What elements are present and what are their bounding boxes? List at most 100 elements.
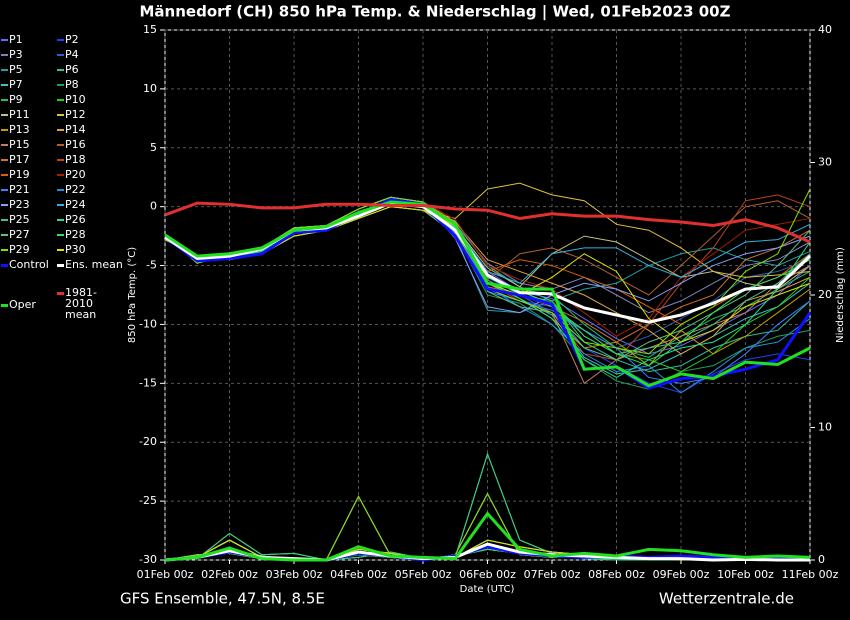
precip-line	[164, 492, 811, 561]
legend-label: P29	[9, 243, 30, 256]
legend-label: P13	[9, 123, 30, 136]
legend-entry: P16	[57, 139, 123, 150]
y-tick-label: -15	[139, 376, 157, 389]
legend-swatch	[57, 234, 64, 236]
x-tick-label: 01Feb 00z	[137, 568, 194, 581]
legend-entry: P1	[1, 33, 67, 46]
x-tick-label: 06Feb 00z	[459, 568, 516, 581]
legend-label: P5	[9, 63, 23, 76]
legend-label: P30	[65, 243, 86, 256]
y-tick-label: -30	[139, 553, 157, 566]
y2-tick-label: 0	[818, 553, 825, 566]
legend-swatch	[1, 39, 8, 41]
legend-label: P25	[9, 213, 30, 226]
legend-swatch	[1, 204, 8, 206]
legend-entry: P23	[1, 198, 67, 211]
legend-entry: P28	[57, 229, 123, 240]
legend-label: P6	[65, 63, 79, 76]
legend-entry: P18	[57, 153, 123, 166]
legend-label: P18	[65, 153, 86, 166]
legend-entry: P5	[1, 63, 67, 76]
legend-label: P12	[65, 108, 86, 121]
legend-label: P9	[9, 93, 23, 106]
x-tick-label: 05Feb 00z	[395, 568, 452, 581]
y-tick-label: -5	[146, 259, 157, 272]
legend-entry: P2	[57, 33, 123, 46]
legend-label: P22	[65, 183, 86, 196]
legend-label: Ens. mean	[65, 258, 123, 271]
precip-line	[164, 492, 811, 561]
legend-label: P8	[65, 78, 79, 91]
legend-swatch	[1, 249, 8, 251]
legend-label: P3	[9, 48, 23, 61]
legend-label: P23	[9, 198, 30, 211]
legend-entry: P8	[57, 78, 123, 91]
legend-entry: P3	[1, 48, 67, 61]
y2-tick-label: 20	[818, 288, 832, 301]
legend-swatch	[57, 129, 64, 131]
legend-entry: P17	[1, 153, 67, 166]
legend-label: P2	[65, 33, 79, 46]
y-tick-label: -10	[139, 317, 157, 330]
legend-entry: P20	[57, 168, 123, 181]
legend-label: P7	[9, 78, 23, 91]
legend-label: P21	[9, 183, 30, 196]
legend-label: P17	[9, 153, 30, 166]
legend-label: P1	[9, 33, 23, 46]
legend-label: P10	[65, 93, 86, 106]
x-tick-label: 08Feb 00z	[588, 568, 645, 581]
legend-entry: 1981-2010 mean	[57, 287, 117, 320]
legend-swatch	[57, 264, 64, 267]
x-axis-label: Date (UTC)	[460, 584, 515, 595]
legend-swatch	[57, 144, 64, 146]
legend-swatch	[1, 189, 8, 191]
legend-swatch	[1, 174, 8, 176]
legend-entry: Control	[1, 258, 67, 271]
legend-label: P15	[9, 138, 30, 151]
legend-label: P19	[9, 168, 30, 181]
legend-label: P4	[65, 48, 79, 61]
y-tick-label: -20	[139, 435, 157, 448]
legend-entry: P30	[57, 243, 123, 256]
legend-swatch	[1, 304, 8, 307]
legend-swatch	[1, 234, 8, 236]
y-tick-label: 10	[143, 82, 157, 95]
legend-swatch	[57, 54, 64, 56]
legend-swatch	[1, 54, 8, 56]
y-tick-label: -25	[139, 494, 157, 507]
y-axis-label: 850 hPa Temp. (°C)	[127, 247, 138, 343]
legend-swatch	[1, 84, 8, 86]
x-tick-label: 07Feb 00z	[524, 568, 581, 581]
legend-entry: P10	[57, 93, 123, 106]
y2-tick-label: 40	[818, 23, 832, 36]
legend-swatch	[57, 114, 64, 116]
y-tick-label: 5	[150, 141, 157, 154]
legend-swatch	[57, 69, 64, 71]
chart-title: Männedorf (CH) 850 hPa Temp. & Niedersch…	[140, 3, 731, 22]
legend-entry: P9	[1, 93, 67, 106]
legend-entry: P13	[1, 123, 67, 136]
legend-entry: Ens. mean	[57, 258, 123, 271]
y-tick-label: 15	[143, 23, 157, 36]
legend-swatch	[1, 219, 8, 221]
legend-swatch	[1, 159, 8, 161]
legend-label: P24	[65, 198, 86, 211]
legend-entry: P6	[57, 63, 123, 76]
legend-entry: P14	[57, 124, 123, 135]
legend-entry: P15	[1, 138, 67, 151]
legend-entry: P26	[57, 214, 123, 225]
legend-swatch	[57, 174, 64, 176]
footer-left: GFS Ensemble, 47.5N, 8.5E	[120, 590, 325, 608]
legend-label: P20	[65, 168, 86, 181]
legend-label: Control	[9, 258, 49, 271]
legend-swatch	[57, 204, 64, 206]
footer-right: Wetterzentrale.de	[659, 590, 794, 608]
x-tick-label: 03Feb 00z	[266, 568, 323, 581]
precip-line	[164, 511, 811, 562]
y2-tick-label: 30	[818, 156, 832, 169]
legend-entry: P19	[1, 168, 67, 181]
x-tick-label: 02Feb 00z	[201, 568, 258, 581]
legend-label: P27	[9, 228, 30, 241]
legend-label: Oper	[9, 298, 36, 311]
